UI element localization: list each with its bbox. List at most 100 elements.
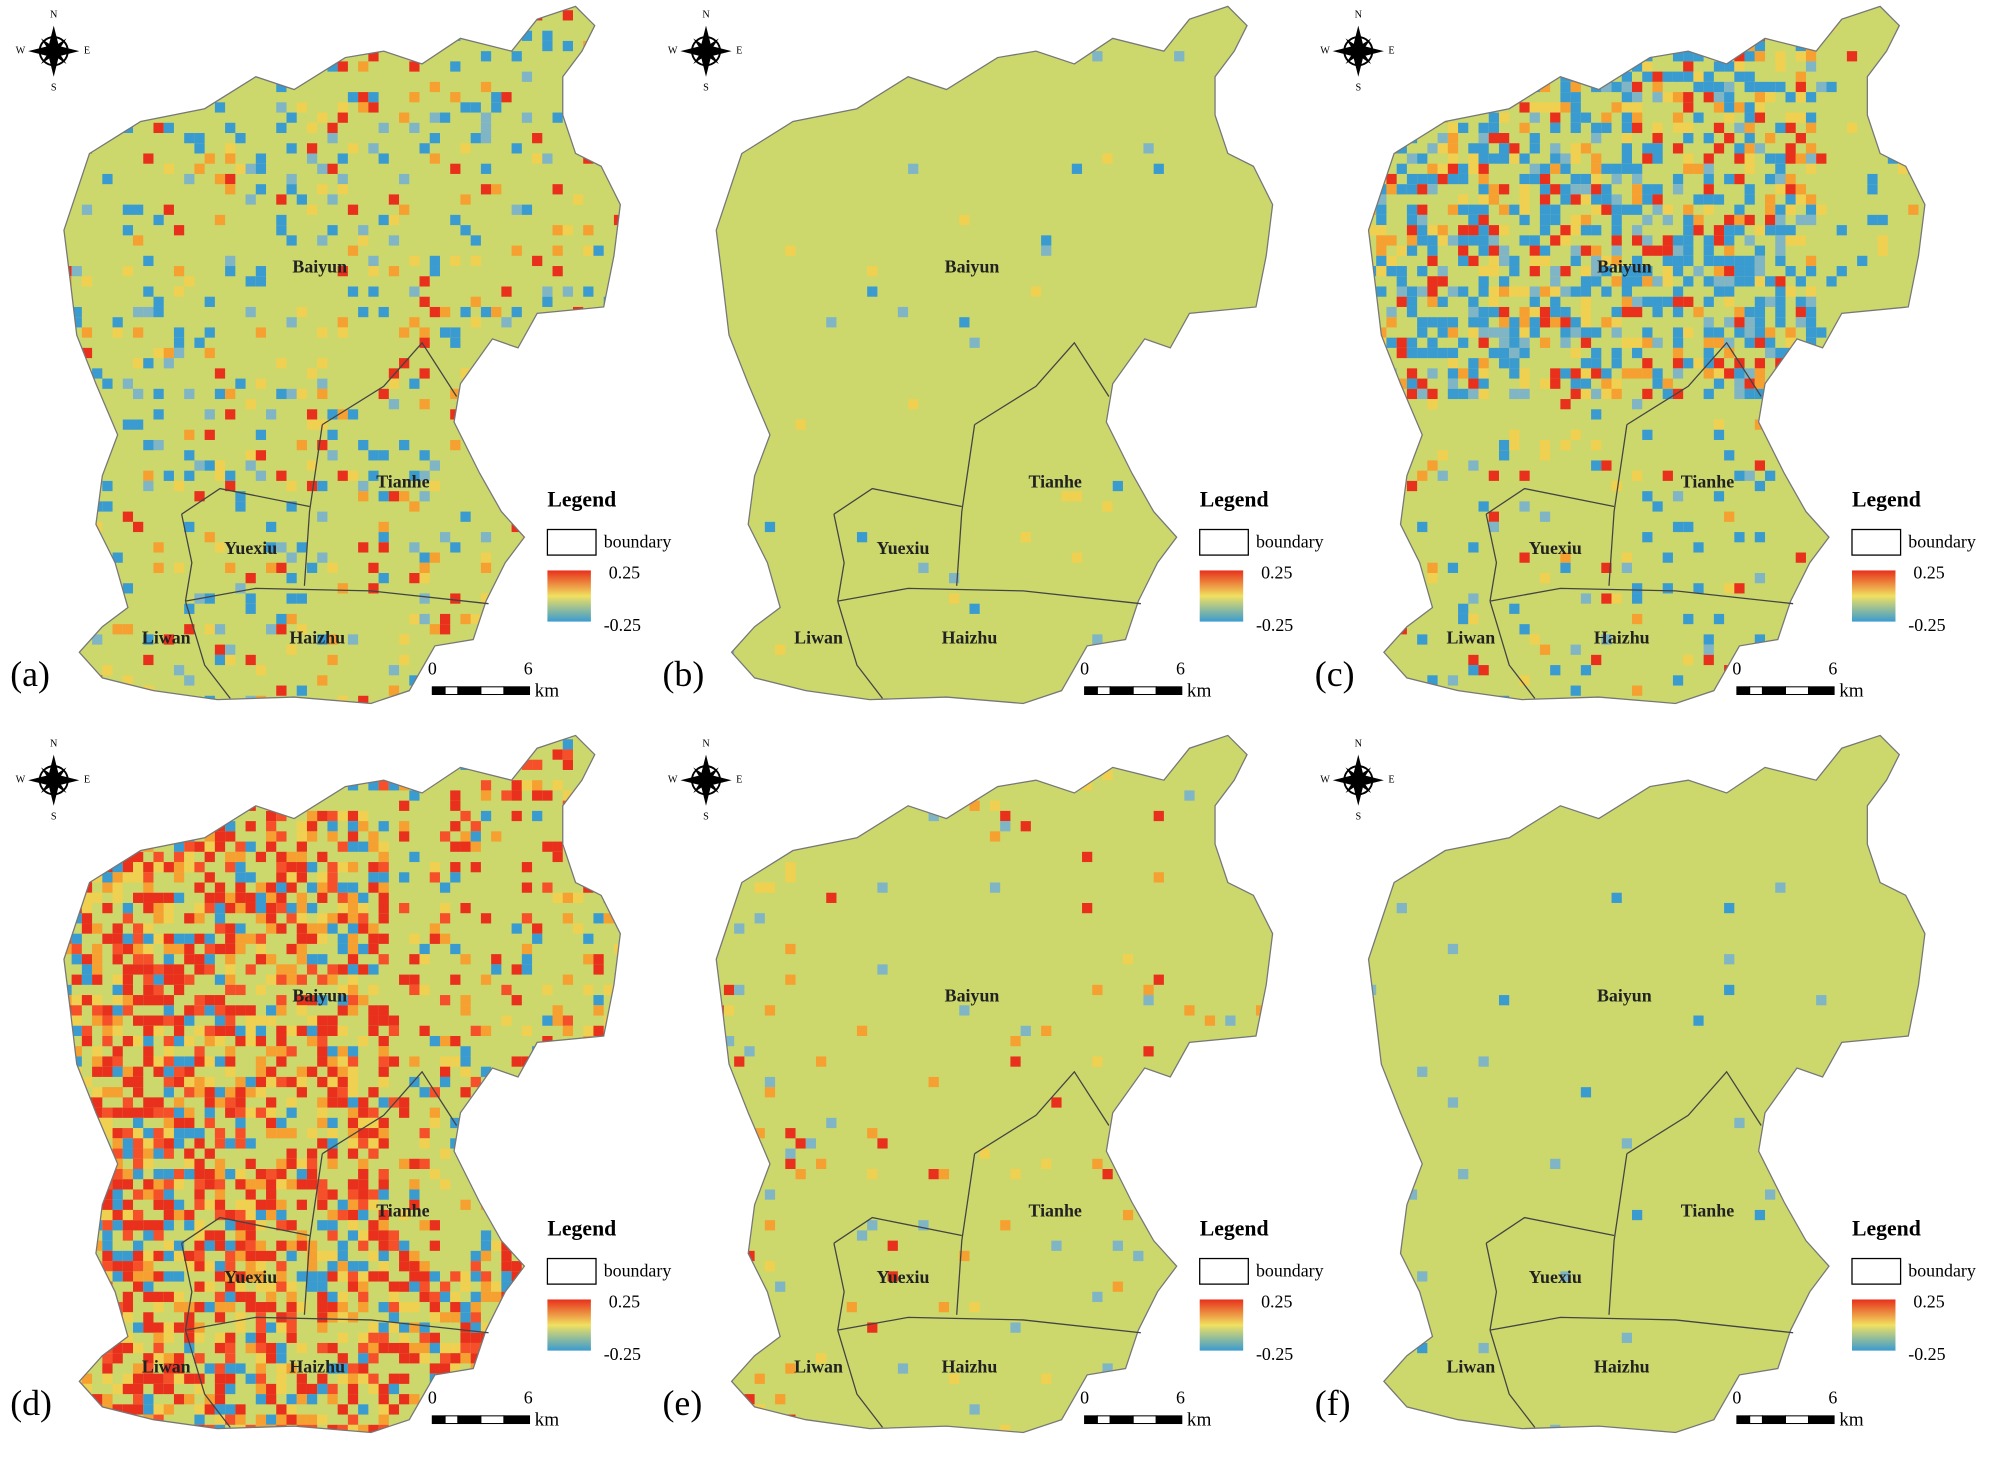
raster-cell <box>81 1158 93 1170</box>
raster-cell <box>1061 491 1072 502</box>
raster-cell <box>1621 266 1633 277</box>
raster-cell <box>71 1199 82 1210</box>
raster-cell <box>562 1046 573 1057</box>
raster-cell <box>1174 1128 1185 1139</box>
raster-cell <box>266 1199 277 1210</box>
raster-cell <box>573 706 583 716</box>
raster-cell <box>1724 266 1735 277</box>
raster-cell <box>938 1169 950 1180</box>
raster-cell <box>613 593 621 604</box>
raster-cell <box>235 163 246 174</box>
raster-cell <box>184 739 195 750</box>
raster-cell <box>71 1322 82 1333</box>
raster-cell <box>1539 450 1551 461</box>
raster-cell <box>734 1220 745 1231</box>
raster-cell <box>552 1353 563 1364</box>
raster-cell <box>542 1373 553 1384</box>
raster-cell <box>1539 378 1551 389</box>
raster-cell <box>112 943 123 955</box>
raster-cell <box>358 102 369 113</box>
raster-cell <box>532 1076 543 1088</box>
raster-cell <box>1509 255 1520 267</box>
raster-cell <box>1386 521 1397 533</box>
raster-cell <box>112 974 123 985</box>
raster-cell <box>214 1414 226 1425</box>
legend-label: -0.25 <box>1256 615 1293 635</box>
raster-cell <box>1611 327 1622 338</box>
raster-cell <box>1427 286 1438 297</box>
raster-cell <box>378 841 389 852</box>
raster-cell <box>153 1097 164 1108</box>
raster-cell <box>368 1383 379 1395</box>
raster-cell <box>1775 368 1786 379</box>
raster-cell <box>122 913 134 924</box>
raster-cell <box>235 1414 246 1425</box>
raster-cell <box>81 276 93 287</box>
raster-cell <box>409 1261 420 1272</box>
raster-cell <box>266 1322 277 1333</box>
raster-cell <box>255 1087 267 1098</box>
raster-cell <box>1153 810 1164 822</box>
raster-cell <box>593 995 604 1006</box>
raster-cell <box>133 1209 144 1221</box>
raster-cell <box>347 204 359 215</box>
raster-cell <box>276 81 287 93</box>
raster-cell <box>102 1066 113 1077</box>
raster-cell <box>1478 214 1489 226</box>
raster-cell <box>163 862 174 873</box>
raster-cell <box>1458 173 1469 185</box>
raster-cell <box>225 1435 235 1445</box>
raster-cell <box>1560 266 1571 277</box>
raster-cell <box>296 1240 307 1251</box>
raster-cell <box>603 419 614 430</box>
raster-cell <box>102 831 113 842</box>
raster-cell <box>153 892 164 903</box>
raster-cell <box>286 572 297 584</box>
raster-cell <box>1683 61 1694 72</box>
raster-cell <box>112 1250 123 1262</box>
raster-cell <box>194 491 205 502</box>
raster-cell <box>1478 133 1489 144</box>
raster-cell <box>1417 153 1428 164</box>
raster-cell <box>378 1332 389 1343</box>
raster-cell <box>1683 296 1694 307</box>
raster-cell <box>296 841 307 852</box>
raster-cell <box>480 1394 492 1405</box>
raster-cell <box>1826 634 1837 645</box>
raster-cell <box>836 749 847 760</box>
raster-cell <box>593 378 604 389</box>
district-boundary <box>956 1153 976 1315</box>
raster-cell <box>1601 122 1612 134</box>
raster-cell <box>1652 296 1663 307</box>
raster-cell <box>785 872 796 883</box>
raster-cell <box>1498 112 1510 123</box>
raster-cell <box>276 790 287 801</box>
raster-cell <box>337 862 348 873</box>
raster-cell <box>1498 286 1510 297</box>
raster-cell <box>552 1373 563 1384</box>
raster-cell <box>378 1117 389 1129</box>
raster-cell <box>1795 214 1806 226</box>
raster-cell <box>255 1394 267 1405</box>
raster-cell <box>92 1097 103 1108</box>
raster-cell <box>71 954 82 965</box>
raster-cell <box>235 1097 246 1108</box>
raster-cell <box>347 1271 359 1282</box>
raster-cell <box>133 1035 144 1047</box>
raster-cell <box>1662 276 1673 287</box>
raster-cell <box>1672 173 1684 185</box>
raster-cell <box>521 780 533 791</box>
raster-cell <box>1406 235 1418 246</box>
raster-cell <box>1826 276 1837 287</box>
raster-cell <box>1396 81 1407 93</box>
raster-cell <box>419 1281 430 1292</box>
raster-cell <box>450 439 461 451</box>
raster-cell <box>460 102 471 113</box>
raster-cell <box>143 821 154 832</box>
raster-cell <box>1734 214 1745 226</box>
raster-cell <box>624 729 634 739</box>
raster-cell <box>439 624 451 635</box>
raster-cell <box>1092 1158 1103 1170</box>
compass-label: W <box>668 775 678 786</box>
raster-cell <box>317 511 328 522</box>
